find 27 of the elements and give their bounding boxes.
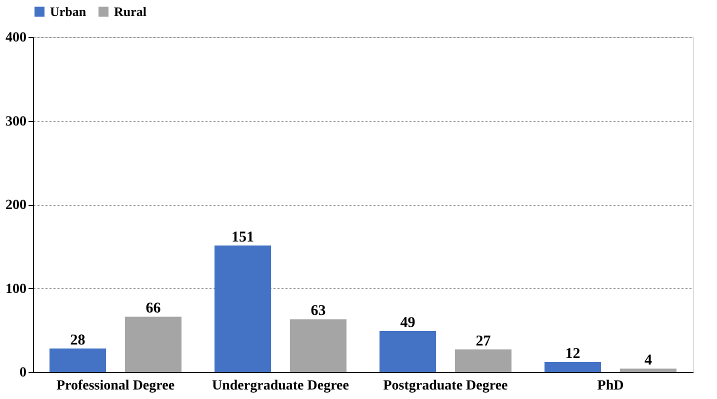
bar [214, 246, 272, 372]
x-tick-label: Postgraduate Degree [383, 378, 508, 394]
bar [454, 349, 512, 372]
y-tick-label: 200 [6, 198, 26, 213]
data-label: 28 [70, 332, 86, 349]
y-tick-label: 400 [6, 30, 26, 46]
data-label: 151 [232, 230, 254, 246]
data-label: 27 [476, 333, 492, 350]
bar [50, 348, 106, 372]
x-tick-label: PhD [597, 378, 624, 394]
legend-label: Rural [114, 4, 147, 19]
bar [620, 368, 676, 372]
data-label: 66 [146, 300, 162, 317]
x-tick-label: Professional Degree [56, 378, 175, 394]
bar [544, 362, 602, 372]
bar [380, 330, 436, 372]
bar [124, 316, 182, 372]
data-label: 49 [400, 314, 416, 331]
data-label: 12 [565, 346, 580, 362]
data-label: 63 [310, 303, 326, 320]
bar [290, 319, 346, 372]
y-tick-label: 100 [6, 282, 26, 297]
y-tick-label: 300 [6, 114, 26, 130]
legend-label: Urban [50, 4, 87, 19]
x-tick-label: Undergraduate Degree [212, 378, 349, 394]
data-label: 4 [644, 352, 652, 369]
y-tick-label: 0 [20, 366, 26, 380]
